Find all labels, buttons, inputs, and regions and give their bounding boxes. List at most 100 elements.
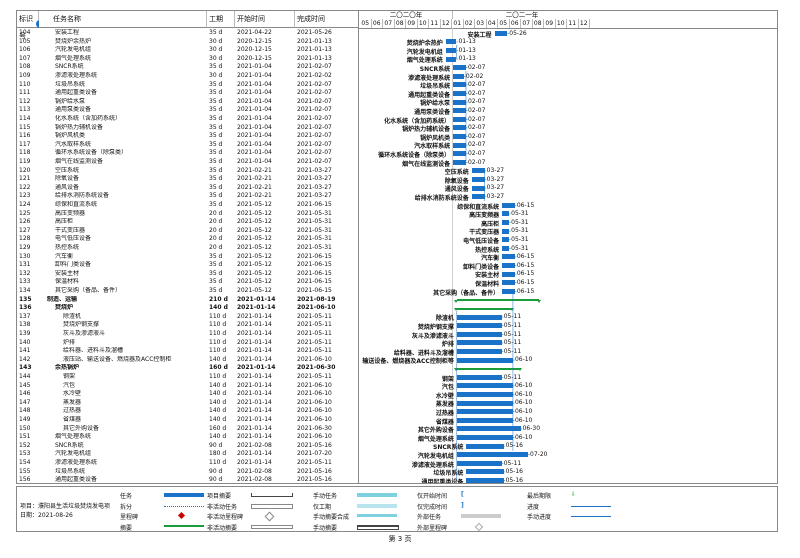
table-row[interactable]: 138 焚烧炉钢支撑 110 d 2021-01-14 2021-05-11 — [17, 321, 359, 330]
task-bar[interactable] — [445, 39, 457, 45]
col-header-finish[interactable]: 完成时间 — [295, 11, 359, 28]
task-bar[interactable] — [456, 409, 513, 415]
task-bar[interactable] — [456, 460, 502, 466]
task-bar[interactable] — [471, 177, 485, 182]
table-row[interactable]: 153 汽轮发电机组 180 d 2021-01-14 2021-07-20 — [17, 450, 359, 459]
task-bar[interactable] — [453, 125, 466, 131]
task-bar[interactable] — [453, 108, 466, 114]
task-bar[interactable] — [453, 82, 466, 88]
table-row[interactable]: 109 渗滤液处理系统 30 d 2021-01-04 2021-02-02 — [17, 72, 359, 81]
task-bar[interactable] — [502, 220, 510, 225]
task-bar[interactable] — [502, 263, 515, 268]
task-bar[interactable] — [445, 48, 457, 53]
table-row[interactable]: 124 综保和直流系统 35 d 2021-05-12 2021-06-15 — [17, 201, 359, 210]
table-row[interactable]: 139 灰斗及渗滤液斗 110 d 2021-01-14 2021-05-11 — [17, 330, 359, 339]
table-row[interactable]: 137 除渣机 110 d 2021-01-14 2021-05-11 — [17, 313, 359, 322]
table-row[interactable]: 121 除氧设备 35 d 2021-02-21 2021-03-27 — [17, 175, 359, 184]
table-row[interactable]: 125 高压变频器 20 d 2021-05-12 2021-05-31 — [17, 210, 359, 219]
col-header-id[interactable]: 标识号 — [17, 11, 39, 40]
task-bar[interactable] — [502, 245, 510, 251]
task-bar[interactable] — [456, 435, 513, 440]
table-row[interactable]: 113 通用泵类设备 35 d 2021-01-04 2021-02-07 — [17, 106, 359, 115]
table-row[interactable]: 147 蒸发器 140 d 2021-01-14 2021-06-10 — [17, 399, 359, 408]
table-row[interactable]: 128 电气低压设备 20 d 2021-05-12 2021-05-31 — [17, 235, 359, 244]
table-row[interactable]: 110 垃圾吊系统 35 d 2021-01-04 2021-02-07 — [17, 81, 359, 90]
table-row[interactable]: 149 省煤器 140 d 2021-01-14 2021-06-10 — [17, 416, 359, 425]
task-bar[interactable] — [453, 151, 466, 157]
task-bar[interactable] — [471, 168, 485, 174]
task-bar[interactable] — [471, 185, 485, 191]
table-row[interactable]: 148 过热器 140 d 2021-01-14 2021-06-10 — [17, 407, 359, 416]
task-bar[interactable] — [502, 254, 515, 260]
table-row[interactable]: 106 汽轮发电机组 30 d 2020-12-15 2021-01-13 — [17, 46, 359, 55]
task-bar[interactable] — [445, 56, 457, 62]
table-row[interactable]: 105 焚烧炉余热炉 30 d 2020-12-15 2021-01-13 — [17, 38, 359, 47]
table-row[interactable]: 135 制造、运输 210 d 2021-01-14 2021-08-19 — [17, 296, 359, 305]
task-bar[interactable] — [453, 116, 466, 122]
task-bar[interactable] — [456, 426, 521, 432]
table-row[interactable]: 111 通用起重类设备 35 d 2021-01-04 2021-02-07 — [17, 89, 359, 98]
table-row[interactable]: 118 循环水系统设备（除泵类） 35 d 2021-01-04 2021-02-07 — [17, 149, 359, 158]
table-row[interactable]: 112 锅炉给水泵 35 d 2021-01-04 2021-02-07 — [17, 98, 359, 107]
task-bar[interactable] — [456, 383, 513, 389]
task-bar[interactable] — [453, 73, 464, 79]
table-row[interactable]: 133 保温材料 35 d 2021-05-12 2021-06-15 — [17, 278, 359, 287]
task-bar[interactable] — [502, 228, 510, 234]
task-bar[interactable] — [456, 400, 513, 406]
table-row[interactable]: 107 烟气处理系统 30 d 2020-12-15 2021-01-13 — [17, 55, 359, 64]
table-row[interactable]: 132 安装主材 35 d 2021-05-12 2021-06-15 — [17, 270, 359, 279]
task-bar[interactable] — [453, 142, 466, 148]
summary-bar[interactable] — [456, 367, 521, 370]
task-bar[interactable] — [453, 159, 466, 165]
table-row[interactable]: 155 垃圾吊系统 90 d 2021-02-08 2021-05-16 — [17, 468, 359, 477]
table-row[interactable]: 142 液压站、输送设备、燃烧器及ACC控制柜 140 d 2021-01-14 202… — [17, 356, 359, 365]
task-bar[interactable] — [453, 91, 466, 96]
table-row[interactable]: 114 化水系统（含加药系统） 35 d 2021-01-04 2021-02-07 — [17, 115, 359, 124]
col-header-name[interactable]: 任务名称 — [39, 11, 207, 28]
table-row[interactable]: 141 给料器、进料斗及溜槽 110 d 2021-01-14 2021-05-11 — [17, 347, 359, 356]
table-row[interactable]: 146 水冷壁 140 d 2021-01-14 2021-06-10 — [17, 390, 359, 399]
table-row[interactable]: 152 SNCR系统 90 d 2021-02-08 2021-05-16 — [17, 442, 359, 451]
table-row[interactable]: 120 空压系统 35 d 2021-02-21 2021-03-27 — [17, 167, 359, 176]
task-bar[interactable] — [456, 323, 502, 329]
task-bar[interactable] — [494, 30, 508, 36]
col-header-start[interactable]: 开始时间 — [235, 11, 295, 28]
col-header-duration[interactable]: 工期 — [207, 11, 235, 28]
task-bar[interactable] — [456, 349, 502, 354]
table-row[interactable]: 130 汽车衡 35 d 2021-05-12 2021-06-15 — [17, 253, 359, 262]
task-bar[interactable] — [466, 443, 504, 449]
task-bar[interactable] — [453, 134, 466, 139]
task-bar[interactable] — [456, 392, 513, 397]
table-row[interactable]: 123 给排水消防系统设备 35 d 2021-02-21 2021-03-27 — [17, 192, 359, 201]
task-bar[interactable] — [456, 340, 502, 346]
task-bar[interactable] — [502, 237, 510, 243]
table-row[interactable]: 145 汽包 140 d 2021-01-14 2021-06-10 — [17, 382, 359, 391]
task-bar[interactable] — [453, 65, 466, 71]
table-row[interactable]: 143 余热锅炉 160 d 2021-01-14 2021-06-30 — [17, 364, 359, 373]
task-bar[interactable] — [453, 99, 466, 105]
task-bar[interactable] — [502, 280, 515, 286]
summary-bar[interactable] — [456, 299, 540, 302]
task-bar[interactable] — [502, 202, 515, 208]
task-bar[interactable] — [456, 374, 502, 380]
task-bar[interactable] — [502, 271, 515, 277]
task-bar[interactable] — [456, 331, 502, 337]
table-row[interactable]: 156 通用起重类设备 90 d 2021-02-08 2021-05-16 — [17, 476, 359, 485]
task-bar[interactable] — [456, 452, 529, 458]
table-row[interactable]: 136 焚烧炉 140 d 2021-01-14 2021-06-10 — [17, 304, 359, 313]
task-bar[interactable] — [466, 469, 504, 475]
table-row[interactable]: 154 渗滤液处理系统 110 d 2021-01-14 2021-05-11 — [17, 459, 359, 468]
table-row[interactable]: 122 通风设备 35 d 2021-02-21 2021-03-27 — [17, 184, 359, 193]
task-bar[interactable] — [466, 478, 504, 483]
table-row[interactable]: 129 热控系统 20 d 2021-05-12 2021-05-31 — [17, 244, 359, 253]
table-row[interactable]: 134 其它采购（备品、备件） 35 d 2021-05-12 2021-06-15 — [17, 287, 359, 296]
task-bar[interactable] — [456, 417, 513, 423]
table-row[interactable]: 116 锅炉风机类 35 d 2021-01-04 2021-02-07 — [17, 132, 359, 141]
table-row[interactable]: 131 卸料门类设备 35 d 2021-05-12 2021-06-15 — [17, 261, 359, 270]
task-bar[interactable] — [471, 194, 485, 200]
task-bar[interactable] — [502, 288, 515, 294]
task-bar[interactable] — [456, 314, 502, 320]
table-row[interactable]: 140 炉排 110 d 2021-01-14 2021-05-11 — [17, 339, 359, 348]
table-row[interactable]: 126 高压柜 20 d 2021-05-12 2021-05-31 — [17, 218, 359, 227]
table-row[interactable]: 127 干式变压器 20 d 2021-05-12 2021-05-31 — [17, 227, 359, 236]
